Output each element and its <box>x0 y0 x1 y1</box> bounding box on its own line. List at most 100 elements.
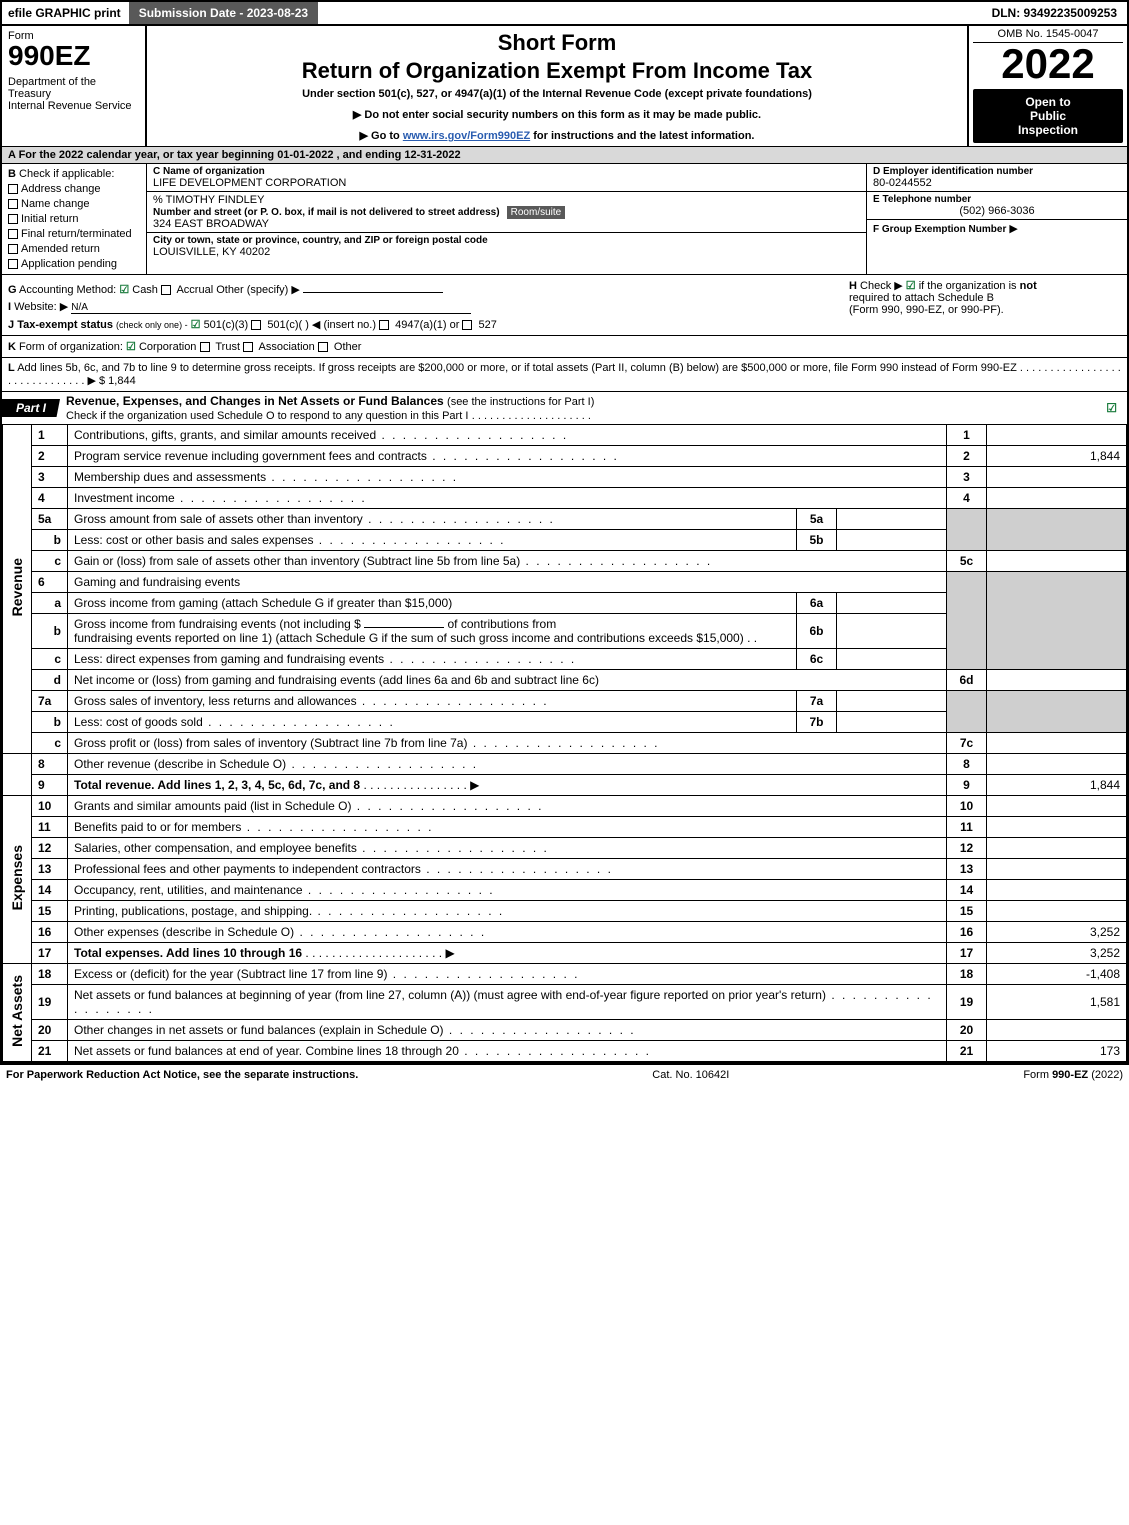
line-8: 8 Other revenue (describe in Schedule O)… <box>3 754 1127 775</box>
501c3-checkmark: ☑ <box>191 319 201 331</box>
section-l: L Add lines 5b, 6c, and 7b to line 9 to … <box>2 357 1127 391</box>
schedule-b-checkmark: ☑ <box>906 280 916 292</box>
department-label-2: Internal Revenue Service <box>8 100 139 112</box>
line-17-value: 3,252 <box>987 943 1127 964</box>
header-right: OMB No. 1545-0047 2022 Open to Public In… <box>967 26 1127 146</box>
form-note-2: ▶ Go to www.irs.gov/Form990EZ for instru… <box>153 129 961 142</box>
submission-date: Submission Date - 2023-08-23 <box>129 2 318 24</box>
line-10: Expenses 10 Grants and similar amounts p… <box>3 796 1127 817</box>
line-20: 20 Other changes in net assets or fund b… <box>3 1020 1127 1041</box>
netassets-side-label: Net Assets <box>9 975 25 1047</box>
form-note-1: ▶ Do not enter social security numbers o… <box>153 108 961 121</box>
line-5c: c Gain or (loss) from sale of assets oth… <box>3 551 1127 572</box>
sections-bcdef: B Check if applicable: Address change Na… <box>2 163 1127 274</box>
check-initial-return[interactable]: Initial return <box>8 213 140 225</box>
line-9-value: 1,844 <box>987 775 1127 796</box>
part-i-title: Revenue, Expenses, and Changes in Net As… <box>60 392 1106 424</box>
section-f: F Group Exemption Number ▶ <box>867 220 1127 237</box>
line-2: 2 Program service revenue including gove… <box>3 446 1127 467</box>
street-row: % TIMOTHY FINDLEY Number and street (or … <box>147 192 866 233</box>
check-amended-return[interactable]: Amended return <box>8 243 140 255</box>
top-bar: efile GRAPHIC print Submission Date - 20… <box>0 0 1129 26</box>
other-specify-input[interactable] <box>303 292 443 293</box>
short-form-label: Short Form <box>153 30 961 56</box>
care-of: % TIMOTHY FINDLEY <box>153 194 860 206</box>
line-13: 13 Professional fees and other payments … <box>3 859 1127 880</box>
check-name-change[interactable]: Name change <box>8 198 140 210</box>
paperwork-notice: For Paperwork Reduction Act Notice, see … <box>6 1069 358 1081</box>
line-18: Net Assets 18 Excess or (deficit) for th… <box>3 964 1127 985</box>
line-17: 17 Total expenses. Add lines 10 through … <box>3 943 1127 964</box>
line-7a: 7a Gross sales of inventory, less return… <box>3 691 1127 712</box>
line-6d: d Net income or (loss) from gaming and f… <box>3 670 1127 691</box>
line-19: 19 Net assets or fund balances at beginn… <box>3 985 1127 1020</box>
street-address: 324 EAST BROADWAY <box>153 218 860 230</box>
part-i-checkbox[interactable]: ☑ <box>1106 401 1117 415</box>
header-center: Short Form Return of Organization Exempt… <box>147 26 967 146</box>
check-final-return[interactable]: Final return/terminated <box>8 228 140 240</box>
line-14: 14 Occupancy, rent, utilities, and maint… <box>3 880 1127 901</box>
line-6: 6 Gaming and fundraising events <box>3 572 1127 593</box>
line-4: 4 Investment income 4 <box>3 488 1127 509</box>
section-g: G Accounting Method: ☑ Cash Accrual Othe… <box>8 283 841 296</box>
website-value: N/A <box>71 302 88 313</box>
check-application-pending[interactable]: Application pending <box>8 258 140 270</box>
form-number: 990EZ <box>8 42 139 70</box>
line-1-value <box>987 425 1127 446</box>
part-i-tag: Part I <box>2 399 60 417</box>
dln-label: DLN: 93492235009253 <box>982 2 1127 24</box>
line-21: 21 Net assets or fund balances at end of… <box>3 1041 1127 1062</box>
section-c: C Name of organization LIFE DEVELOPMENT … <box>147 164 867 274</box>
section-b: B Check if applicable: Address change Na… <box>2 164 147 274</box>
accrual-checkbox[interactable] <box>161 285 171 295</box>
form-title: Return of Organization Exempt From Incom… <box>153 58 961 84</box>
line-19-value: 1,581 <box>987 985 1127 1020</box>
line-1: Revenue 1 Contributions, gifts, grants, … <box>3 425 1127 446</box>
corporation-checkmark: ☑ <box>126 341 136 353</box>
check-address-change[interactable]: Address change <box>8 183 140 195</box>
section-j: J Tax-exempt status (check only one) - ☑… <box>8 318 841 331</box>
org-name: LIFE DEVELOPMENT CORPORATION <box>153 177 860 189</box>
form-footer-ref: Form 990-EZ (2022) <box>1023 1069 1123 1081</box>
financial-table: Revenue 1 Contributions, gifts, grants, … <box>2 424 1127 1062</box>
form-subtitle: Under section 501(c), 527, or 4947(a)(1)… <box>153 88 961 100</box>
line-16-value: 3,252 <box>987 922 1127 943</box>
line-21-value: 173 <box>987 1041 1127 1062</box>
tax-year: 2022 <box>973 43 1123 85</box>
line-12: 12 Salaries, other compensation, and emp… <box>3 838 1127 859</box>
expenses-side-label: Expenses <box>9 845 25 910</box>
line-18-value: -1,408 <box>987 964 1127 985</box>
city-value: LOUISVILLE, KY 40202 <box>153 246 860 258</box>
gross-receipts-value: $ 1,844 <box>99 375 136 387</box>
department-label-1: Department of the Treasury <box>8 76 139 100</box>
open-to-public-badge: Open to Public Inspection <box>973 89 1123 143</box>
section-a: A For the 2022 calendar year, or tax yea… <box>2 146 1127 163</box>
line-7c: c Gross profit or (loss) from sales of i… <box>3 733 1127 754</box>
section-e: E Telephone number (502) 966-3036 <box>867 192 1127 220</box>
footer: For Paperwork Reduction Act Notice, see … <box>0 1064 1129 1085</box>
header-left: Form 990EZ Department of the Treasury In… <box>2 26 147 146</box>
sections-ghij: G Accounting Method: ☑ Cash Accrual Othe… <box>2 274 1127 335</box>
revenue-side-label: Revenue <box>9 558 25 616</box>
section-k: K Form of organization: ☑ Corporation Tr… <box>2 335 1127 357</box>
instructions-link[interactable]: www.irs.gov/Form990EZ <box>403 130 530 142</box>
section-h: H Check ▶ ☑ if the organization is not r… <box>841 279 1121 331</box>
line-3: 3 Membership dues and assessments 3 <box>3 467 1127 488</box>
part-i-bar: Part I Revenue, Expenses, and Changes in… <box>2 391 1127 424</box>
room-suite-label: Room/suite <box>507 206 566 219</box>
section-b-header: Check if applicable: <box>19 168 114 180</box>
efile-label: efile GRAPHIC print <box>2 4 127 22</box>
line-16: 16 Other expenses (describe in Schedule … <box>3 922 1127 943</box>
section-b-letter: B <box>8 168 16 180</box>
cash-checkmark: ☑ <box>119 284 129 296</box>
line-2-value: 1,844 <box>987 446 1127 467</box>
city-row: City or town, state or province, country… <box>147 233 866 260</box>
form-header: Form 990EZ Department of the Treasury In… <box>2 26 1127 146</box>
cat-number: Cat. No. 10642I <box>358 1069 1023 1081</box>
phone-value: (502) 966-3036 <box>873 205 1121 217</box>
org-name-row: C Name of organization LIFE DEVELOPMENT … <box>147 164 866 192</box>
line-11: 11 Benefits paid to or for members 11 <box>3 817 1127 838</box>
section-i: I Website: ▶ N/A <box>8 300 841 314</box>
section-d: D Employer identification number 80-0244… <box>867 164 1127 192</box>
line-15: 15 Printing, publications, postage, and … <box>3 901 1127 922</box>
